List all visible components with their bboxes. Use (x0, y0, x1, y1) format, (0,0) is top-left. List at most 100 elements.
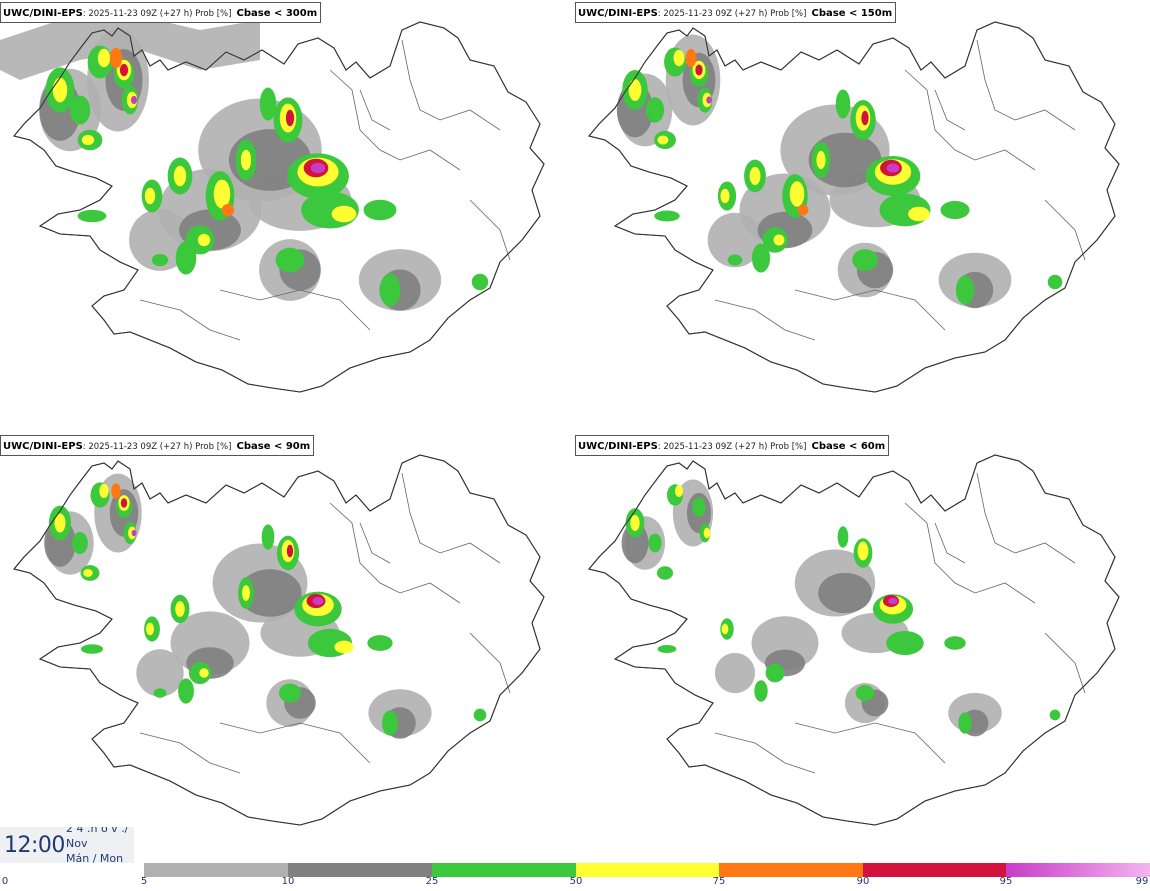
colorbar-segment (1006, 863, 1150, 877)
probability-area (886, 630, 924, 656)
probability-area (240, 149, 252, 171)
region-boundary (976, 472, 1076, 564)
probability-area (331, 205, 357, 223)
probability-area (835, 89, 851, 119)
probability-area (221, 203, 235, 217)
probability-area (153, 688, 167, 698)
iceland-map (588, 21, 1120, 393)
colorbar-segment (719, 863, 863, 877)
region-boundary (714, 299, 816, 341)
probability-area (109, 47, 123, 69)
colorbar-tick: 75 (712, 876, 726, 887)
region-boundary (794, 722, 946, 764)
probability-area (146, 622, 154, 636)
probability-area (648, 533, 662, 553)
probability-area (818, 572, 872, 614)
probability-area (52, 77, 68, 103)
probability-area (837, 526, 849, 548)
probability-area (136, 649, 184, 697)
probability-area (97, 48, 111, 68)
region-boundary (219, 289, 371, 331)
region-boundary (139, 732, 241, 774)
panel-title: UWC/DINI-EPS: 2025-11-23 09Z (+27 h) Pro… (575, 2, 897, 23)
probability-area (720, 188, 730, 204)
probability-area (852, 249, 878, 271)
probability-area (120, 498, 128, 508)
probability-area (940, 200, 970, 220)
probability-area (334, 640, 354, 654)
run-info: : 2025-11-23 09Z (+27 h) Prob [%] (82, 442, 232, 452)
region-boundary (139, 299, 241, 341)
probability-area (261, 524, 275, 550)
probability-area (151, 253, 169, 267)
colorbar-segment (144, 863, 288, 877)
region-boundary (469, 632, 511, 694)
probability-area (656, 566, 674, 580)
iceland-map (13, 454, 545, 826)
probability-area (797, 204, 809, 216)
probability-area (259, 87, 277, 121)
probability-area (628, 79, 642, 101)
probability-area (144, 187, 156, 205)
probability-area (1049, 709, 1061, 721)
probability-area (473, 708, 487, 722)
probability-area (657, 135, 669, 145)
probability-area (379, 273, 401, 307)
probability-area (765, 663, 785, 683)
probability-area (275, 247, 305, 273)
region-boundary (219, 722, 371, 764)
colorbar-segment (432, 863, 576, 877)
iceland-map (588, 454, 1120, 826)
region-boundary (469, 199, 511, 261)
probability-area (754, 680, 768, 702)
probability-area (199, 668, 209, 678)
probability-area (367, 635, 393, 651)
probability-area (83, 569, 93, 577)
probability-area (645, 97, 665, 123)
valid-month: Nov (66, 837, 88, 850)
region-boundary (401, 39, 501, 131)
probability-area (816, 150, 826, 170)
colorbar-tick: 90 (856, 876, 870, 887)
region-boundary (329, 502, 461, 604)
probability-area (1047, 274, 1063, 290)
map-panel-cbase-60m: UWC/DINI-EPS: 2025-11-23 09Z (+27 h) Pro… (575, 433, 1150, 863)
probability-colorbar: 0 5 10 25 50 75 90 95 99 (0, 863, 1150, 891)
probability-area (861, 110, 869, 126)
region-boundary (934, 522, 966, 564)
map-panel-cbase-90m: UWC/DINI-EPS: 2025-11-23 09Z (+27 h) Pro… (0, 433, 575, 863)
colorbar-tick: 10 (281, 876, 295, 887)
run-info: : 2025-11-23 09Z (+27 h) Prob [%] (657, 9, 807, 19)
valid-time: 12:00 (4, 833, 65, 858)
probability-area (908, 206, 930, 222)
map-panel-cbase-150m: UWC/DINI-EPS: 2025-11-23 09Z (+27 h) Pro… (575, 0, 1150, 430)
probability-area (278, 683, 302, 703)
probability-area (69, 95, 91, 125)
probability-area (175, 241, 197, 275)
colorbar-tick: 0 (1, 876, 9, 887)
variable-label: Cbase < 300m (236, 8, 318, 19)
region-boundary (329, 69, 461, 171)
probability-area (654, 210, 680, 222)
probability-area (630, 514, 640, 532)
probability-area (955, 275, 975, 305)
probability-area (310, 162, 326, 174)
probability-area (285, 109, 295, 127)
probability-area (178, 678, 194, 704)
colorbar-tick: 95 (999, 876, 1013, 887)
coastline (13, 21, 545, 393)
probability-area (129, 209, 191, 271)
iceland-map (0, 16, 545, 393)
probability-area (685, 48, 697, 68)
probability-area (173, 165, 187, 187)
probability-area (242, 585, 250, 601)
panel-title: UWC/DINI-EPS: 2025-11-23 09Z (+27 h) Pro… (0, 2, 322, 23)
probability-area (886, 163, 900, 173)
probability-area (131, 529, 137, 537)
probability-area (80, 644, 104, 654)
region-boundary (904, 69, 1036, 171)
probability-area (286, 544, 294, 558)
colorbar-segment (863, 863, 1006, 877)
region-boundary (904, 502, 1036, 604)
probability-area (197, 233, 211, 247)
